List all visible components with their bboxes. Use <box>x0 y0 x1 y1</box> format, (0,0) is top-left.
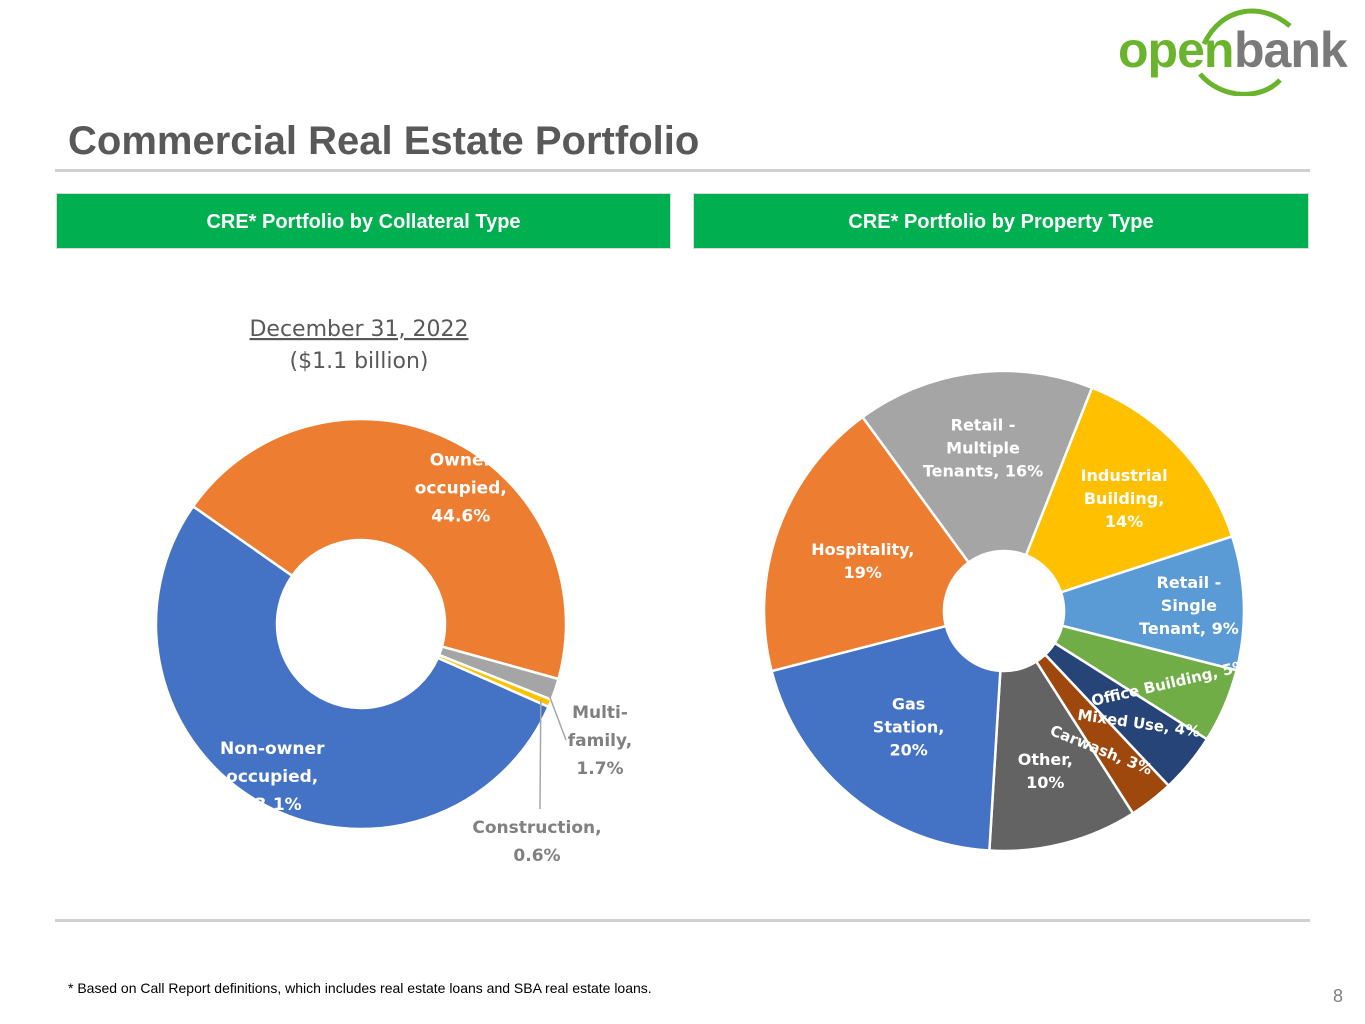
label-construction-line: 0.6% <box>513 846 560 866</box>
label-hospitality: Hospitality, 19% <box>811 540 914 582</box>
footnote: * Based on Call Report definitions, whic… <box>68 980 652 996</box>
collateral-type-header: CRE* Portfolio by Collateral Type <box>56 193 671 249</box>
label-multi-family: Multi-family, 1.7% <box>568 703 632 779</box>
chart-title: December 31, 2022 <box>249 317 468 342</box>
page-number: 8 <box>1332 986 1343 1006</box>
label-retail-single-tenant: Retail - Single Tenant, 9% <box>1139 573 1239 638</box>
openbank-logo: open bank <box>1112 4 1362 96</box>
leader-line-multi-family <box>545 685 567 741</box>
leader-line-construction <box>539 699 542 810</box>
label-retail-multiple-tenants-line: Tenants, 16% <box>923 461 1043 480</box>
slice-retail-multiple-tenants <box>860 369 1094 565</box>
chart-subtitle: ($1.1 billion) <box>290 349 429 374</box>
label-other-line: Other, <box>1018 750 1073 769</box>
property-type-donut-chart: Industrial Building, 14% Retail - Single Tena… <box>762 369 1249 853</box>
label-retail-multiple-tenants-line: Retail - <box>951 415 1016 434</box>
slice-hospitality <box>762 415 971 673</box>
logo-text-open: open <box>1118 22 1234 78</box>
label-retail-single-tenant-line: Retail - <box>1157 573 1222 592</box>
label-other: Other, 10% <box>1018 750 1073 792</box>
label-hospitality-line: Hospitality, <box>811 540 914 559</box>
collateral-type-donut-chart: December 31, 2022 ($1.1 billion) Owner occu… <box>154 317 632 866</box>
page-title: Commercial Real Estate Portfolio <box>68 119 700 163</box>
label-industrial-building-line: 14% <box>1105 512 1143 531</box>
label-non-owner-occupied-line: Non-owner <box>220 739 325 759</box>
slice-gas-station <box>770 624 1002 852</box>
label-retail-single-tenant-line: Tenant, 9% <box>1139 619 1239 638</box>
label-owner-occupied: Owner occupied, 44.6% <box>415 450 507 526</box>
label-gas-station-line: Station, <box>873 718 945 737</box>
label-owner-occupied-line: occupied, <box>415 478 507 498</box>
title-divider <box>55 169 1310 172</box>
logo-swoosh-icon <box>1198 8 1292 96</box>
label-retail-multiple-tenants: Retail - Multiple Tenants, 16% <box>923 415 1043 480</box>
label-non-owner-occupied-line: occupied, <box>226 767 318 787</box>
label-hospitality-line: 19% <box>844 563 882 582</box>
label-construction: Construction, 0.6% <box>472 818 601 866</box>
slice-owner-occupied <box>191 417 568 681</box>
slice-industrial-building <box>1024 386 1234 594</box>
property-type-header: CRE* Portfolio by Property Type <box>693 193 1309 249</box>
slice-non-owner-occupied <box>154 504 551 831</box>
label-owner-occupied-line: Owner <box>430 450 493 470</box>
slice-other <box>988 659 1135 853</box>
label-non-owner-occupied: Non-owner occupied, 53.1% <box>220 739 325 815</box>
label-gas-station-line: Gas <box>892 695 925 714</box>
logo-text-bank: bank <box>1234 22 1348 78</box>
label-multi-family-line: 1.7% <box>576 759 623 779</box>
label-non-owner-occupied-line: 53.1% <box>243 795 302 815</box>
label-gas-station-line: 20% <box>889 741 927 760</box>
label-multi-family-line: family, <box>568 731 632 751</box>
label-gas-station: Gas Station, 20% <box>873 695 945 760</box>
label-multi-family-line: Multi- <box>572 703 628 723</box>
label-other-line: 10% <box>1026 773 1064 792</box>
label-retail-multiple-tenants-line: Multiple <box>946 438 1020 457</box>
label-industrial-building: Industrial Building, 14% <box>1081 466 1168 531</box>
footer-divider <box>55 919 1310 922</box>
label-industrial-building-line: Industrial <box>1081 466 1168 485</box>
label-retail-single-tenant-line: Single <box>1161 596 1217 615</box>
label-industrial-building-line: Building, <box>1084 489 1164 508</box>
label-construction-line: Construction, <box>472 818 601 838</box>
label-owner-occupied-line: 44.6% <box>431 506 490 526</box>
